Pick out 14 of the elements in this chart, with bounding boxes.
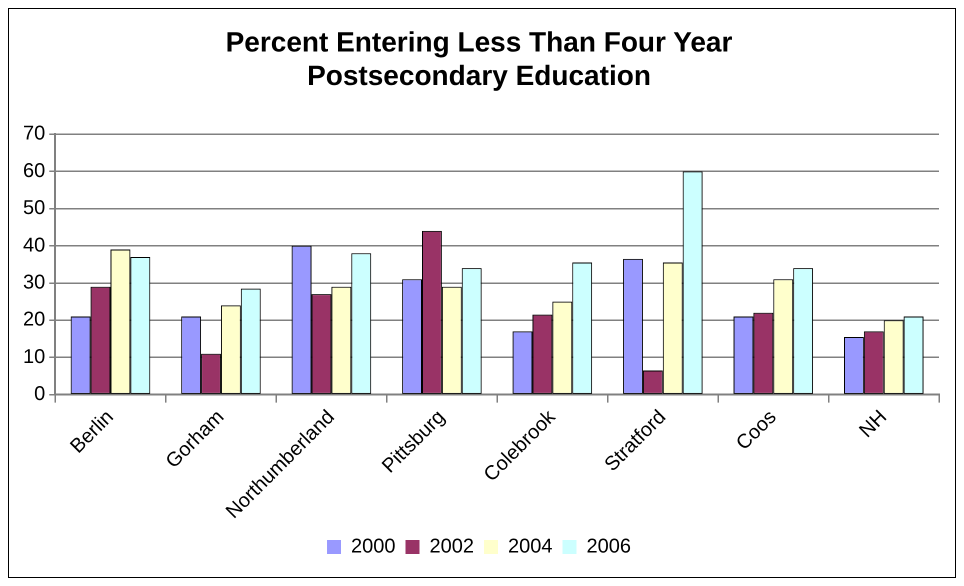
chart-title: Percent Entering Less Than Four Year Postsecondary Education [226, 26, 732, 92]
y-tick-label: 30 [22, 272, 46, 294]
legend-label: 2006 [586, 536, 631, 558]
y-tick-label: 0 [34, 383, 46, 406]
y-tick-label: 60 [22, 160, 46, 182]
x-tick-label: NH [855, 406, 892, 442]
y-tick-label: 70 [22, 122, 46, 145]
y-tick-label: 10 [22, 346, 46, 368]
legend-label: 2000 [351, 536, 396, 558]
legend-label: 2004 [508, 536, 552, 558]
y-tick-label: 50 [22, 197, 46, 220]
legend-label: 2002 [430, 536, 474, 558]
y-tick-label: 40 [22, 234, 46, 256]
y-tick-label: 20 [22, 308, 46, 331]
